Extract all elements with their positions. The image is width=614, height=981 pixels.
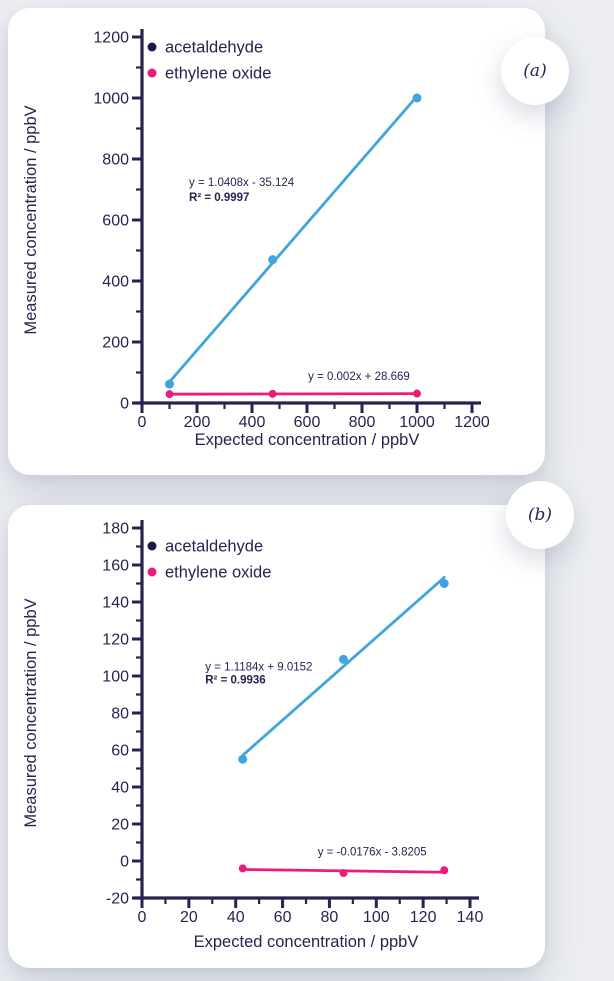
x-tick-label: 600 [294, 414, 321, 431]
panel-b-card: 0 20 40 60 80 100 120 140 -20 0 20 40 60 80 100 120 140 1… [8, 505, 545, 968]
y-axis-title: Measured concentration / ppbV [22, 598, 40, 827]
panel-a-card: 0 200 400 600 800 1000 1200 0 200 400 600 800 1000 12… [8, 8, 545, 475]
x-tick-label: 0 [138, 909, 147, 926]
panel-a-label: (a) [523, 61, 547, 81]
data-point-ethylene-oxide [268, 389, 277, 398]
data-point-acetaldehyde [412, 93, 422, 103]
y-tick-label: 140 [102, 595, 129, 612]
y-tick-label: 160 [102, 558, 129, 575]
panel-a-badge: (a) [501, 37, 569, 105]
x-tick-label: 120 [410, 909, 437, 926]
y-tick-label: 200 [102, 335, 129, 352]
trendline-acetaldehyde [168, 94, 419, 384]
x-axis-title: Expected concentration / ppbV [195, 431, 420, 449]
data-point-acetaldehyde [268, 255, 278, 265]
data-point-ethylene-oxide [165, 390, 174, 399]
equation-annotation: y = 1.1184x + 9.0152 [205, 661, 312, 673]
y-axis-title: Measured concentration / ppbV [22, 105, 40, 334]
y-tick-label: 40 [111, 780, 129, 797]
data-point-ethylene-oxide [238, 864, 247, 873]
y-tick-label: 0 [120, 396, 129, 413]
x-tick-label: 800 [349, 414, 376, 431]
equation-annotation: R² = 0.9936 [205, 674, 265, 686]
x-axis-title: Expected concentration / ppbV [194, 933, 419, 951]
x-tick-label: 200 [184, 414, 211, 431]
x-tick-label: 100 [363, 909, 390, 926]
y-tick-label: 1200 [93, 30, 129, 47]
y-tick-label: 400 [102, 274, 129, 291]
legend-label: acetaldehyde [165, 39, 263, 57]
x-tick-label: 140 [457, 909, 484, 926]
x-tick-label: 20 [180, 909, 198, 926]
y-tick-label: 800 [102, 152, 129, 169]
y-tick-label: 60 [111, 743, 129, 760]
y-tick-label: 20 [111, 817, 129, 834]
panel-b-label: (b) [527, 505, 553, 525]
chart-b: 0 20 40 60 80 100 120 140 -20 0 20 40 60 80 100 120 140 1… [22, 520, 484, 951]
x-tick-label: 1200 [454, 414, 490, 431]
data-point-acetaldehyde [165, 379, 174, 389]
x-tick-label: 80 [321, 909, 339, 926]
data-point-ethylene-oxide [440, 866, 449, 875]
trendline-ethylene-oxide [168, 392, 419, 396]
y-tick-label: 600 [102, 213, 129, 230]
data-point-ethylene-oxide [413, 389, 421, 398]
x-tick-label: 1000 [399, 414, 435, 431]
y-tick-label: 0 [120, 854, 129, 871]
equation-annotation: y = 1.0408x - 35.124 [189, 177, 295, 189]
equation-annotation: y = 0.002x + 28.669 [308, 371, 410, 383]
y-tick-label: -20 [106, 891, 129, 908]
chart-a: 0 200 400 600 800 1000 1200 0 200 400 600 800 1000 12… [22, 29, 490, 449]
equation-annotation: R² = 0.9997 [189, 192, 249, 204]
legend-dot-ethylene-oxide [147, 68, 157, 78]
legend-dot-acetaldehyde [147, 541, 157, 551]
y-tick-label: 1000 [93, 91, 129, 108]
equation-annotation: y = -0.0176x - 3.8205 [318, 846, 427, 858]
data-point-acetaldehyde [439, 579, 449, 588]
legend-label: acetaldehyde [165, 538, 263, 556]
y-tick-label: 100 [102, 669, 129, 686]
y-tick-label: 180 [102, 521, 129, 538]
legend-label: ethylene oxide [165, 564, 271, 582]
y-tick-label: 120 [102, 632, 129, 649]
y-tick-label: 80 [111, 706, 129, 723]
legend-dot-ethylene-oxide [147, 567, 157, 577]
x-tick-label: 0 [138, 414, 147, 431]
panel-b-badge: (b) [506, 481, 574, 549]
x-tick-label: 40 [227, 909, 245, 926]
trendline-acetaldehyde [241, 576, 446, 757]
x-tick-label: 60 [274, 909, 292, 926]
x-tick-label: 400 [239, 414, 266, 431]
data-point-acetaldehyde [338, 654, 348, 664]
data-point-acetaldehyde [238, 754, 248, 764]
legend-dot-acetaldehyde [147, 42, 157, 52]
data-point-ethylene-oxide [339, 869, 348, 878]
legend-label: ethylene oxide [165, 65, 271, 83]
